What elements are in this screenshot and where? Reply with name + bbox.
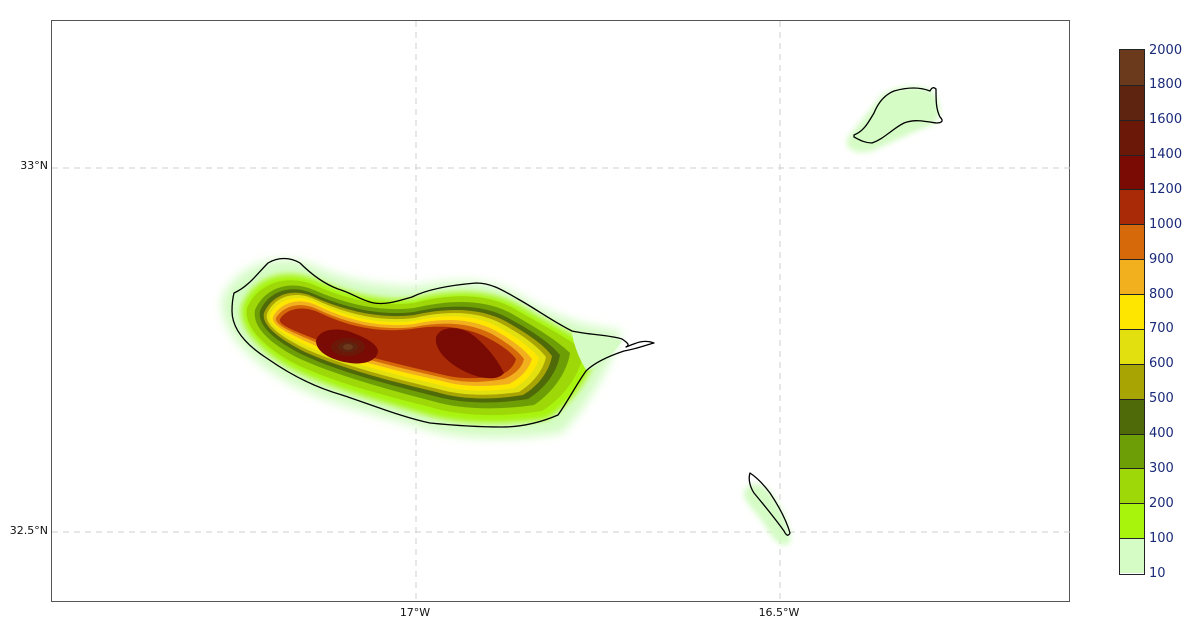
lon-label-17w: 17°W	[399, 606, 431, 619]
coastlines	[231, 87, 943, 536]
colorbar-label: 1800	[1149, 77, 1183, 93]
madeira-elevation	[221, 259, 622, 438]
elev-cape	[572, 333, 622, 371]
colorbar-segment	[1120, 294, 1144, 329]
colorbar-label: 1400	[1149, 147, 1183, 163]
colorbar-label: 1200	[1149, 181, 1183, 197]
colorbar-label: 700	[1149, 321, 1174, 337]
colorbar-label: 2000	[1149, 42, 1183, 58]
colorbar-segment	[1120, 503, 1144, 539]
colorbar-segment	[1120, 363, 1144, 399]
colorbar-label: 400	[1149, 426, 1174, 442]
lat-label-32-5n: 32.5°N	[9, 524, 48, 537]
elev-1200-east	[435, 328, 504, 379]
colorbar-segment	[1120, 84, 1144, 120]
colorbar-segment	[1120, 433, 1144, 469]
lon-label-16-5w: 16.5°W	[758, 606, 800, 619]
elev-1800-west	[343, 344, 353, 350]
colorbar	[1119, 49, 1145, 575]
colorbar-label: 800	[1149, 286, 1174, 302]
colorbar-label: 10	[1149, 565, 1166, 581]
colorbar-segment	[1120, 50, 1144, 85]
lat-label-33n: 33°N	[20, 159, 48, 172]
porto-santo-coastline	[853, 87, 943, 144]
colorbar-label: 200	[1149, 495, 1174, 511]
colorbar-segment	[1120, 259, 1144, 295]
colorbar-segment	[1120, 468, 1144, 504]
desertas-coastline	[748, 472, 791, 536]
colorbar-label: 1600	[1149, 112, 1183, 128]
madeira-coastline	[231, 257, 655, 428]
desertas-elevation	[743, 483, 791, 546]
colorbar-segment	[1120, 328, 1144, 364]
colorbar-label: 100	[1149, 530, 1174, 546]
colorbar-label: 900	[1149, 251, 1174, 267]
map-canvas	[52, 21, 1071, 603]
colorbar-label: 500	[1149, 391, 1174, 407]
colorbar-label: 600	[1149, 356, 1174, 372]
colorbar-segment	[1120, 154, 1144, 190]
colorbar-label: 1000	[1149, 216, 1183, 232]
colorbar-segment	[1120, 119, 1144, 155]
colorbar-segment	[1120, 224, 1144, 260]
porto-santo-elevation	[846, 86, 940, 153]
map-frame	[51, 20, 1071, 603]
colorbar-segment	[1120, 189, 1144, 225]
colorbar-label: 300	[1149, 460, 1174, 476]
colorbar-segment	[1120, 538, 1144, 573]
colorbar-segment	[1120, 398, 1144, 434]
